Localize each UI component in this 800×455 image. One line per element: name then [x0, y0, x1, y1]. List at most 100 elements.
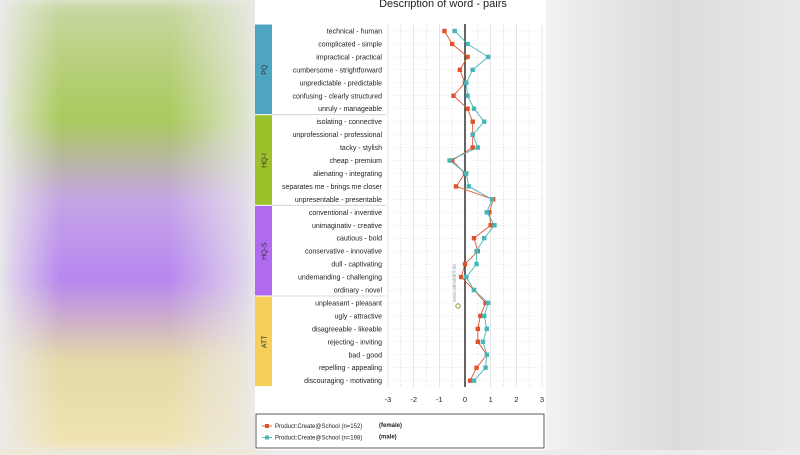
- category-label: ordinary - novel: [334, 288, 383, 295]
- chart-title: Description of word - pairs: [379, 0, 507, 10]
- data-point: [449, 158, 455, 163]
- data-point: [488, 223, 493, 228]
- data-point: [449, 41, 455, 47]
- x-tick-label: 1: [489, 395, 493, 404]
- group-label: ATT: [262, 335, 269, 348]
- category-label: conservative - innovative: [305, 249, 382, 256]
- group-band-att: [255, 296, 272, 387]
- group-band-pq: [255, 24, 272, 115]
- data-point: [465, 54, 470, 60]
- category-label: complicated - simple: [318, 41, 382, 48]
- category-label: confusing - clearly structured: [293, 93, 383, 100]
- data-point: [458, 274, 464, 280]
- data-point: [471, 378, 477, 383]
- legend-label: Product:Create@School (n=198): [275, 436, 362, 442]
- data-point: [482, 313, 487, 319]
- category-label: unprofessional - professional: [293, 132, 383, 139]
- data-point: [480, 339, 486, 344]
- x-tick-label: -1: [436, 395, 443, 404]
- category-label: cheap - premium: [329, 158, 382, 165]
- category-label: ugly - attractive: [335, 313, 383, 320]
- data-point: [470, 145, 475, 150]
- group-band-hq-i: [255, 115, 272, 205]
- category-label: bad - good: [349, 352, 383, 359]
- data-point: [457, 67, 463, 73]
- data-point: [464, 274, 469, 280]
- category-label: alienating - integrating: [313, 171, 382, 178]
- data-point: [464, 171, 469, 176]
- x-tick-label: -3: [385, 395, 392, 404]
- data-point: [475, 339, 481, 344]
- data-point: [475, 145, 481, 150]
- data-point: [475, 326, 481, 332]
- watermark: www.attrakdiff.de: [452, 264, 458, 302]
- legend-label: Product:Create@School (n=152): [275, 424, 362, 430]
- data-point: [482, 236, 487, 241]
- category-label: impractical - practical: [316, 54, 382, 61]
- category-label: disagreeable - likeable: [312, 326, 382, 333]
- legend: Product:Create@School (n=152) (female) Pro…: [255, 413, 545, 449]
- series-line-2: [448, 30, 496, 381]
- legend-swatch-marker: [265, 435, 269, 440]
- data-point: [465, 93, 470, 98]
- x-tick-label: 0: [463, 395, 467, 404]
- data-point: [453, 184, 459, 189]
- data-point: [451, 93, 456, 98]
- category-label: unpleasant - pleasant: [315, 300, 382, 307]
- data-point: [471, 287, 477, 293]
- data-point: [471, 236, 477, 241]
- category-label: tacky - stylish: [340, 145, 382, 152]
- data-point: [474, 365, 479, 370]
- data-point: [483, 300, 488, 306]
- chart-page: Description of word - pairs PQ HQ-I HQ-S AT…: [255, 0, 546, 450]
- category-label: conventional - inventive: [309, 210, 382, 217]
- category-label: technical - human: [327, 29, 382, 36]
- category-label: dull - captivating: [331, 262, 382, 269]
- background-fade: [0, 0, 255, 450]
- category-label: undemanding - challenging: [298, 275, 382, 282]
- data-point: [471, 106, 477, 111]
- data-point: [485, 300, 491, 306]
- data-point: [447, 158, 452, 163]
- data-point: [484, 326, 490, 332]
- category-label: unimaginativ - creative: [312, 223, 382, 230]
- legend-note: (male): [379, 435, 397, 441]
- category-label: unpredictable - predictable: [300, 80, 383, 87]
- x-tick-label: -2: [410, 395, 417, 404]
- series-line-1: [444, 30, 494, 381]
- legend-box: [255, 413, 545, 449]
- data-point: [484, 352, 490, 357]
- group-label: HQ-I: [262, 153, 269, 168]
- data-point: [482, 119, 487, 124]
- watermark-logo-icon: [455, 303, 461, 309]
- category-label: cautious - bold: [336, 236, 382, 243]
- x-tick-label: 3: [540, 395, 544, 404]
- category-label: cumbersome - stright­forward: [293, 67, 382, 74]
- group-label: HQ-S: [262, 242, 269, 260]
- data-point: [466, 184, 472, 189]
- group-label: PQ: [262, 64, 269, 75]
- data-point: [467, 378, 473, 383]
- data-point: [492, 223, 497, 228]
- category-label: discouraging - motivating: [304, 378, 382, 385]
- legend-note: (female): [379, 423, 402, 429]
- x-tick-label: 2: [514, 395, 518, 404]
- data-point: [470, 67, 475, 73]
- legend-swatch-marker: [265, 424, 269, 428]
- category-label: unruly - manageable: [318, 106, 382, 113]
- background-right: [546, 0, 800, 450]
- category-label: unpresentable - presentable: [295, 197, 382, 204]
- data-point: [489, 197, 495, 202]
- data-point: [487, 210, 492, 215]
- category-label: separates me - brings me closer: [282, 184, 383, 191]
- data-point: [452, 28, 457, 34]
- data-point: [465, 106, 470, 111]
- data-point: [474, 261, 479, 267]
- data-point: [470, 132, 475, 137]
- category-label: isolating - connective: [317, 119, 382, 126]
- data-point: [470, 119, 475, 124]
- data-point: [485, 54, 491, 60]
- category-label: repelling - appealing: [319, 365, 382, 372]
- data-point: [442, 28, 447, 34]
- data-point: [484, 210, 490, 215]
